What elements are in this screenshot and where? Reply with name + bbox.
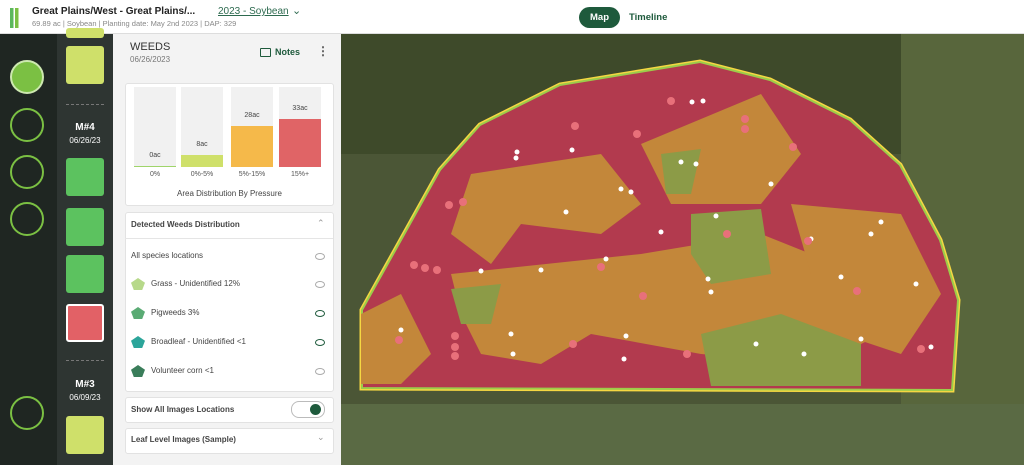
weed-item: Broadleaf - Unidentified <1 <box>151 337 246 346</box>
bar <box>279 119 321 167</box>
category-label: 15%+ <box>290 171 310 178</box>
image-locations <box>398 98 934 362</box>
visibility-toggle[interactable] <box>315 368 325 375</box>
weeds-layer-button[interactable] <box>10 60 44 94</box>
value-label: 8ac <box>196 141 208 149</box>
panel-title: WEEDS <box>130 41 171 53</box>
notes-icon[interactable] <box>260 48 271 57</box>
mission-tile[interactable] <box>66 208 104 246</box>
toggle-switch[interactable] <box>291 401 325 418</box>
weed-icon <box>131 278 145 290</box>
mission-tile[interactable] <box>66 28 104 38</box>
mission-date: 06/09/23 <box>69 393 101 402</box>
toggle-label: Show All Images Locations <box>131 405 235 414</box>
category-label: 0%-5% <box>190 171 214 178</box>
weed-item: All species locations <box>131 251 204 260</box>
mission-tile[interactable] <box>66 255 104 293</box>
grid-button[interactable] <box>10 155 44 189</box>
mission-tile-selected[interactable] <box>66 304 104 342</box>
satellite <box>341 404 1024 465</box>
divider <box>125 238 333 239</box>
low-pressure <box>451 149 861 386</box>
visibility-toggle[interactable] <box>315 253 325 260</box>
mission-strip <box>57 34 113 465</box>
bar <box>134 165 176 167</box>
mission-tile[interactable] <box>66 46 104 84</box>
settings-button[interactable] <box>10 396 44 430</box>
collapse-caret[interactable]: ⌃ <box>317 218 325 228</box>
bar <box>231 126 273 167</box>
field-map[interactable] <box>341 34 1024 465</box>
season-select[interactable]: 2023 - Soybean <box>218 6 289 17</box>
panel-date: 06/26/2023 <box>130 55 171 64</box>
season-caret[interactable]: ⌄ <box>292 5 302 17</box>
category-label: 0% <box>149 171 161 178</box>
weed-item: Pigweeds 3% <box>151 308 200 317</box>
value-label: 0ac <box>149 151 161 159</box>
map-tab[interactable]: Map <box>590 12 609 23</box>
distribution-title: Detected Weeds Distribution <box>131 220 240 229</box>
value-label: 33ac <box>292 105 308 113</box>
chart-title: Area Distribution By Pressure <box>177 189 282 198</box>
expand-caret[interactable]: ⌄ <box>317 432 325 442</box>
weed-item: Volunteer corn <1 <box>151 366 214 375</box>
leaf-card[interactable] <box>125 428 334 454</box>
icon-rail <box>0 34 57 465</box>
mission-tile[interactable] <box>66 158 104 196</box>
chart-card: Area Distribution By Pressure 0ac 0% 8ac 0%… <box>125 83 334 206</box>
distribution-card <box>125 212 334 392</box>
map-tab-bg[interactable] <box>579 7 620 28</box>
bar-background <box>134 87 176 167</box>
field-info: 69.89 ac | Soybean | Planting date: May … <box>32 19 237 28</box>
mission-label: M#4 <box>75 122 95 133</box>
layers-button[interactable] <box>10 108 44 142</box>
weed-item: Grass - Unidentified 12% <box>151 279 240 288</box>
notes-button[interactable]: Notes <box>275 47 301 57</box>
weed-icon <box>131 307 145 319</box>
weed-icon <box>131 336 145 348</box>
report-button[interactable] <box>10 202 44 236</box>
top-bar <box>0 0 1024 34</box>
bar <box>181 155 223 167</box>
timeline-tab[interactable]: Timeline <box>629 12 668 23</box>
visibility-toggle[interactable] <box>315 310 325 317</box>
menu-button[interactable]: ⋮ <box>317 44 329 58</box>
visibility-toggle[interactable] <box>315 281 325 288</box>
bar-background <box>181 87 223 167</box>
leaf-label: Leaf Level Images (Sample) <box>131 435 236 444</box>
value-label: 28ac <box>244 112 260 120</box>
weed-detections <box>395 97 925 360</box>
visibility-toggle[interactable] <box>315 339 325 346</box>
category-label: 5%-15% <box>238 171 266 178</box>
mission-tile[interactable] <box>66 416 104 454</box>
field-title: Great Plains/West - Great Plains/... <box>32 6 196 17</box>
mission-label: M#3 <box>75 379 95 390</box>
logo <box>10 8 22 28</box>
divider <box>66 104 104 105</box>
weed-icon <box>131 365 145 377</box>
divider <box>66 360 104 361</box>
mission-date: 06/26/23 <box>69 136 101 145</box>
